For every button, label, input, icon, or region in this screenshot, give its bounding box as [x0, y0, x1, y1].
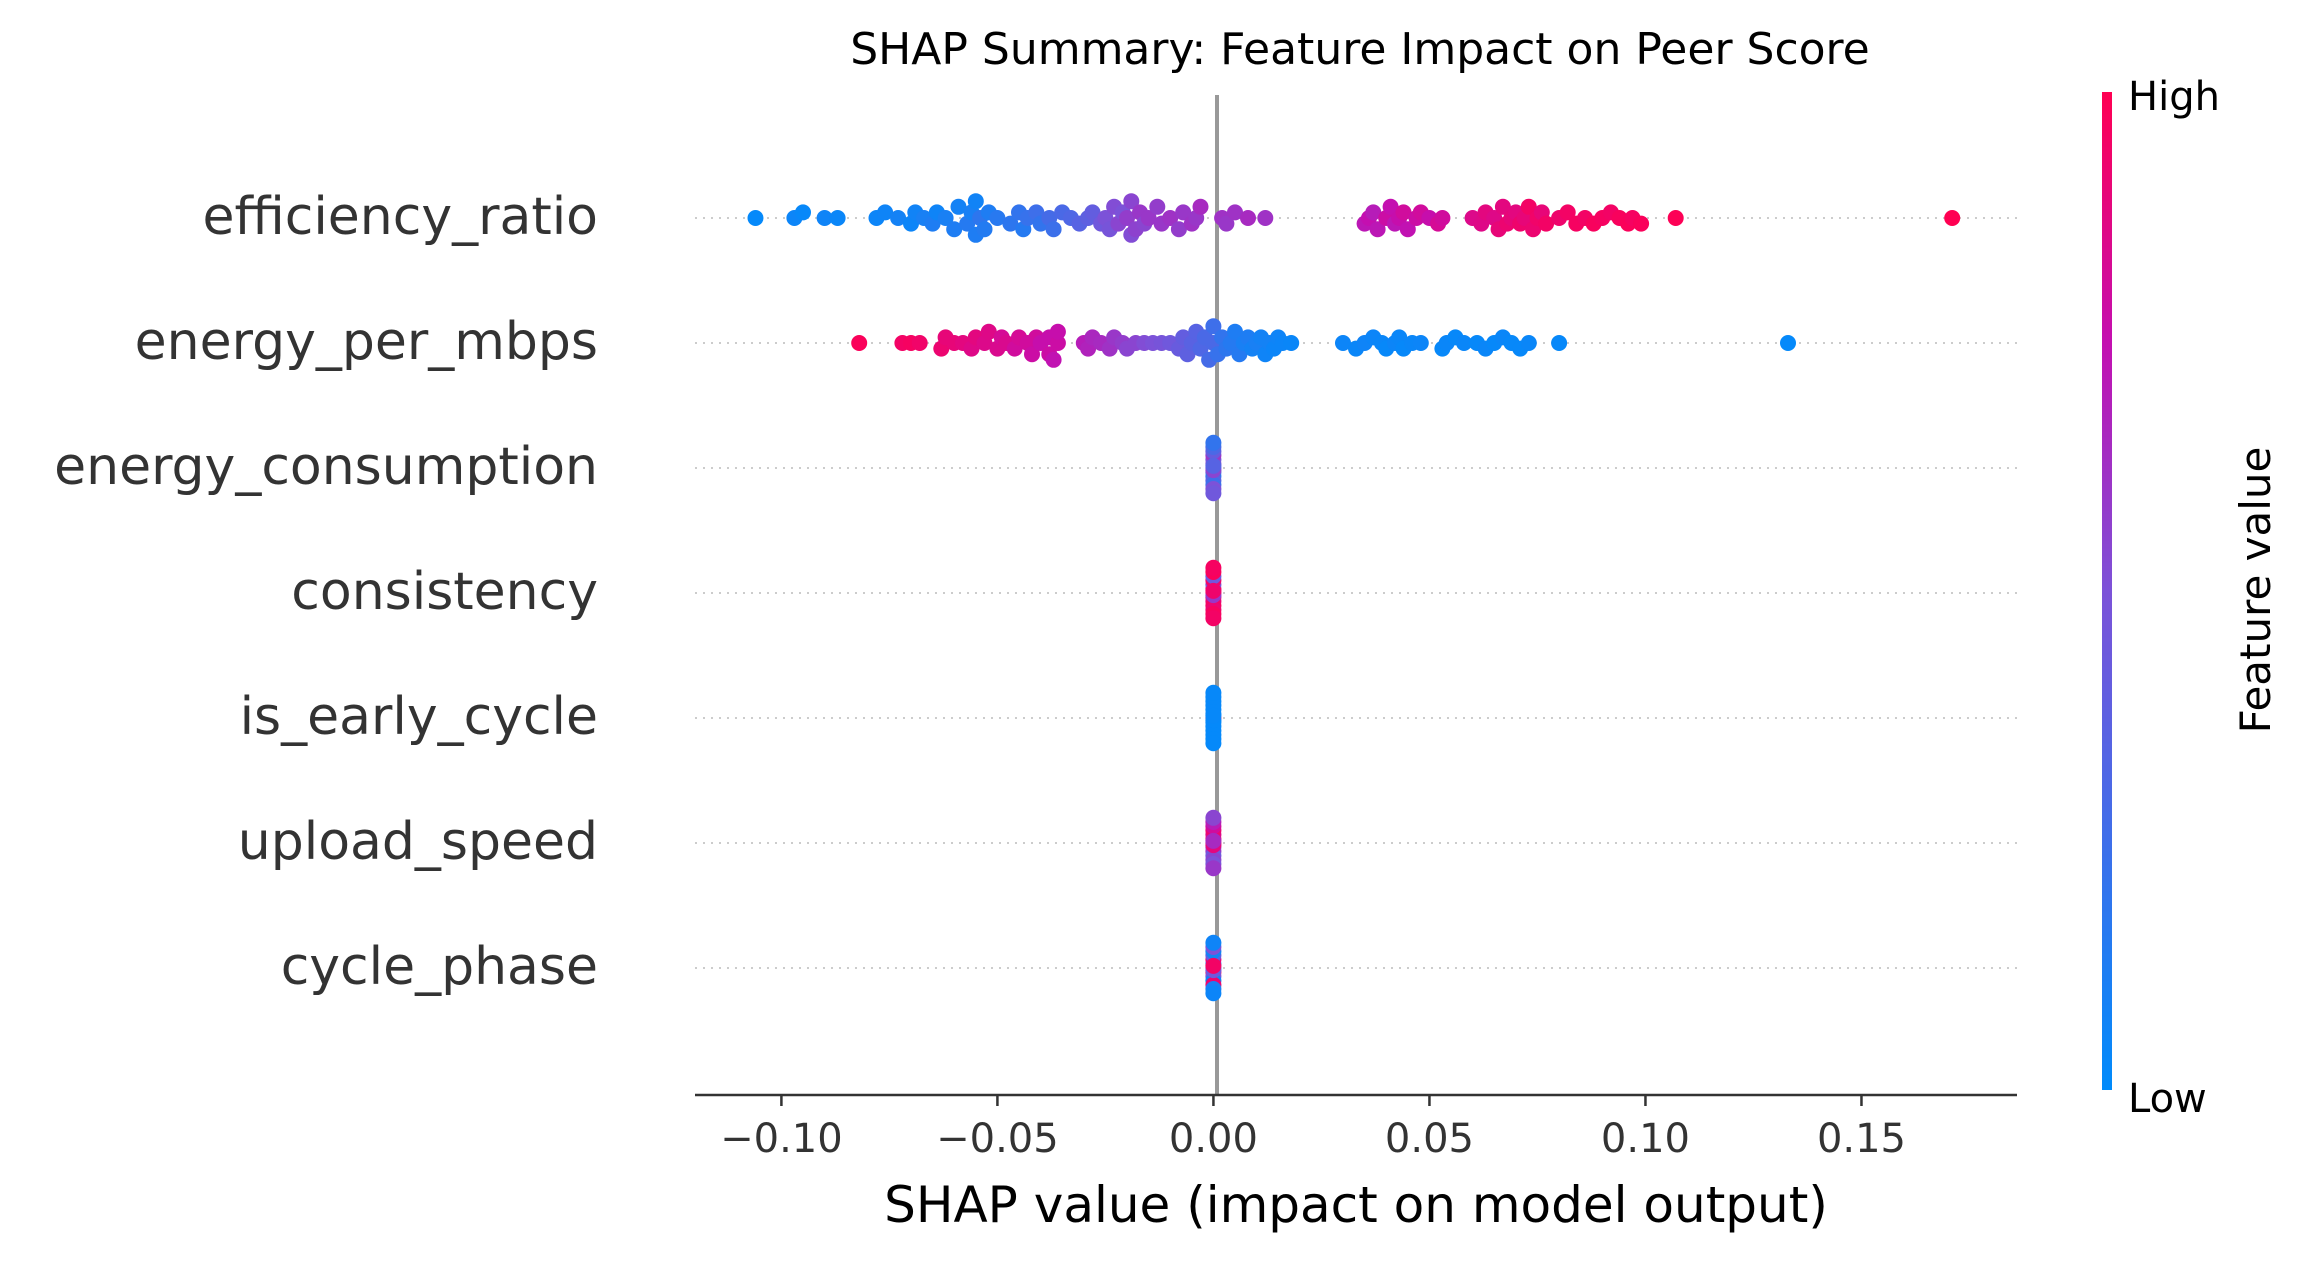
- point-efficiency_ratio-71: [1395, 204, 1412, 221]
- chart-title: SHAP Summary: Feature Impact on Peer Sco…: [850, 24, 1870, 75]
- point-efficiency_ratio-95: [1559, 204, 1576, 221]
- point-efficiency_ratio-4: [829, 210, 846, 226]
- point-efficiency_ratio-54: [1175, 204, 1192, 221]
- feature-labels: efficiency_ratio energy_per_mbps energy_co…: [54, 187, 598, 997]
- point-consistency-14: [1205, 582, 1222, 599]
- point-energy_per_mbps-80: [1456, 335, 1472, 351]
- point-efficiency_ratio-49: [1140, 210, 1157, 226]
- point-energy_per_mbps-18: [1024, 346, 1040, 363]
- point-is_early_cycle-14: [1205, 707, 1222, 724]
- point-efficiency_ratio-23: [989, 210, 1006, 226]
- point-energy_per_mbps-3: [911, 335, 928, 351]
- feature-label-consistency: consistency: [291, 562, 598, 622]
- point-upload_speed-11: [1205, 860, 1222, 877]
- point-efficiency_ratio-105: [1667, 210, 1684, 226]
- point-efficiency_ratio-60: [1227, 204, 1243, 221]
- feature-label-efficiency_ratio: efficiency_ratio: [202, 187, 598, 247]
- point-cycle_phase-14: [1205, 957, 1222, 974]
- feature-label-energy_consumption: energy_consumption: [54, 437, 598, 497]
- point-efficiency_ratio-93: [1538, 215, 1555, 232]
- point-energy_per_mbps-89: [1780, 335, 1796, 351]
- point-efficiency_ratio-50: [1149, 198, 1166, 215]
- point-efficiency_ratio-72: [1399, 221, 1416, 238]
- x-axis-label: SHAP value (impact on model output): [884, 1176, 1828, 1234]
- point-efficiency_ratio-15: [950, 198, 967, 215]
- point-efficiency_ratio-19: [967, 193, 984, 210]
- point-efficiency_ratio-83: [1494, 198, 1511, 215]
- scatter-points: [747, 193, 1961, 1002]
- point-efficiency_ratio-61: [1240, 210, 1256, 226]
- point-efficiency_ratio-104: [1633, 215, 1650, 232]
- point-efficiency_ratio-53: [1170, 221, 1187, 238]
- point-energy_per_mbps-65: [1283, 335, 1300, 351]
- point-upload_speed-14: [1205, 832, 1222, 849]
- colorbar-low-label: Low: [2128, 1076, 2207, 1122]
- point-efficiency_ratio-36: [1084, 204, 1101, 221]
- point-energy_per_mbps-11: [980, 323, 997, 340]
- point-energy_per_mbps-87: [1520, 335, 1537, 351]
- point-efficiency_ratio-7: [890, 210, 907, 226]
- colorbar-high-label: High: [2128, 74, 2220, 120]
- feature-label-upload_speed: upload_speed: [238, 812, 598, 872]
- point-efficiency_ratio-62: [1257, 210, 1274, 226]
- point-energy_per_mbps-47: [1205, 318, 1222, 335]
- x-tick-label: 0.00: [1169, 1116, 1258, 1162]
- feature-label-cycle_phase: cycle_phase: [281, 937, 598, 997]
- point-energy_per_mbps-66: [1335, 335, 1351, 351]
- point-energy_consumption-11: [1205, 485, 1222, 502]
- point-efficiency_ratio-24: [1002, 215, 1019, 232]
- x-tick-label: 0.10: [1601, 1116, 1690, 1162]
- point-is_early_cycle-12: [1205, 684, 1222, 701]
- point-efficiency_ratio-106: [1944, 210, 1961, 226]
- point-cycle_phase-12: [1205, 934, 1222, 951]
- point-efficiency_ratio-13: [937, 210, 954, 226]
- point-efficiency_ratio-89: [1520, 198, 1537, 215]
- point-consistency-12: [1205, 559, 1222, 576]
- point-efficiency_ratio-0: [747, 210, 764, 226]
- point-efficiency_ratio-59: [1218, 215, 1235, 232]
- point-efficiency_ratio-57: [1192, 198, 1209, 215]
- x-tick-label: 0.15: [1817, 1116, 1906, 1162]
- point-efficiency_ratio-68: [1382, 198, 1399, 215]
- point-energy_per_mbps-53: [1227, 323, 1243, 340]
- point-efficiency_ratio-43: [1119, 210, 1135, 226]
- point-cycle_phase-11: [1205, 985, 1222, 1002]
- x-tick-label: −0.05: [936, 1116, 1059, 1162]
- feature-label-energy_per_mbps: energy_per_mbps: [135, 312, 598, 372]
- x-axis-ticks: −0.10 −0.05 0.00 0.05 0.10 0.15: [720, 1095, 1906, 1162]
- point-energy_consumption-14: [1205, 457, 1222, 474]
- point-efficiency_ratio-52: [1162, 210, 1179, 226]
- point-energy_per_mbps-88: [1551, 335, 1568, 351]
- x-tick-label: −0.10: [720, 1116, 843, 1162]
- point-efficiency_ratio-2: [795, 204, 811, 221]
- point-energy_consumption-12: [1205, 434, 1222, 451]
- point-efficiency_ratio-14: [946, 221, 963, 238]
- point-efficiency_ratio-3: [816, 210, 833, 226]
- point-upload_speed-12: [1205, 809, 1222, 826]
- point-efficiency_ratio-77: [1434, 210, 1451, 226]
- point-efficiency_ratio-6: [877, 204, 894, 221]
- point-energy_per_mbps-76: [1412, 335, 1429, 351]
- point-efficiency_ratio-21: [976, 221, 993, 238]
- point-energy_per_mbps-24: [1049, 335, 1066, 351]
- colorbar-title: Feature value: [2231, 447, 2280, 734]
- point-energy_per_mbps-0: [851, 335, 868, 351]
- row-grid-lines: [695, 217, 2017, 969]
- point-efficiency_ratio-45: [1123, 193, 1140, 210]
- point-is_early_cycle-11: [1205, 735, 1222, 752]
- colorbar: [2102, 92, 2112, 1090]
- point-energy_per_mbps-25: [1049, 323, 1066, 340]
- point-consistency-11: [1205, 610, 1222, 627]
- feature-label-is_early_cycle: is_early_cycle: [240, 687, 598, 747]
- point-efficiency_ratio-66: [1369, 221, 1386, 238]
- point-efficiency_ratio-65: [1365, 204, 1382, 221]
- x-tick-label: 0.05: [1385, 1116, 1474, 1162]
- point-efficiency_ratio-31: [1045, 221, 1062, 238]
- point-energy_per_mbps-23: [1045, 351, 1062, 368]
